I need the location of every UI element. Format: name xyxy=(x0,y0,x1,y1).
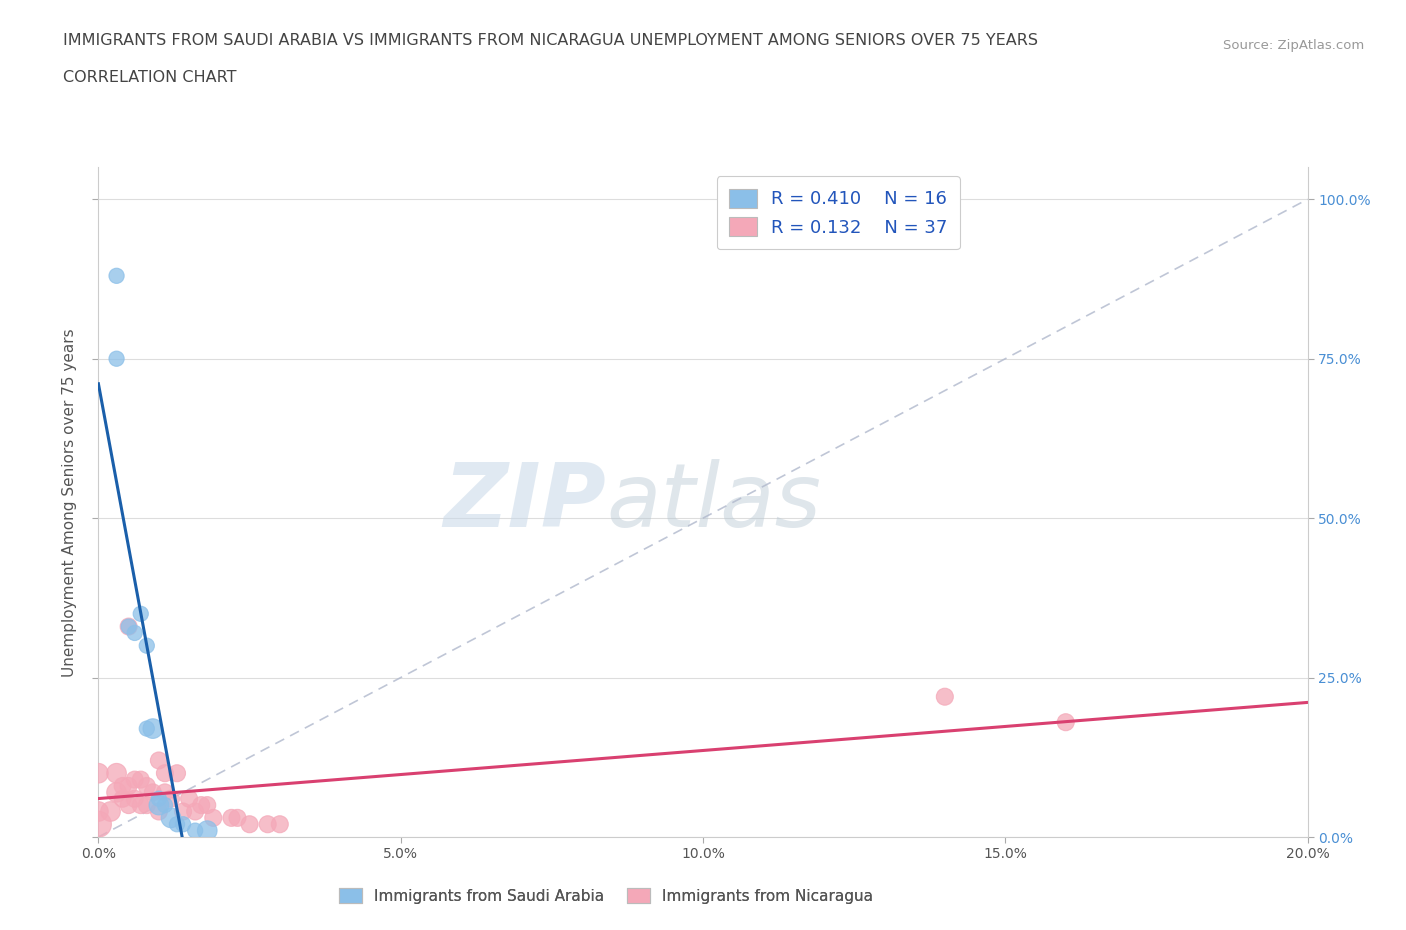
Point xyxy=(1054,715,1077,730)
Point xyxy=(105,352,128,366)
Point xyxy=(256,817,278,831)
Point xyxy=(148,791,170,806)
Point xyxy=(239,817,262,831)
Point xyxy=(105,785,128,800)
Point xyxy=(179,791,201,806)
Point xyxy=(148,804,170,819)
Point xyxy=(105,765,128,780)
Point xyxy=(118,619,141,634)
Point xyxy=(153,785,176,800)
Text: ZIP: ZIP xyxy=(443,458,606,546)
Point xyxy=(142,785,165,800)
Point xyxy=(166,817,188,831)
Point xyxy=(269,817,291,831)
Text: CORRELATION CHART: CORRELATION CHART xyxy=(63,70,236,85)
Point xyxy=(111,791,134,806)
Point xyxy=(221,810,243,825)
Point xyxy=(190,798,212,813)
Point xyxy=(166,765,188,780)
Point xyxy=(118,778,141,793)
Point xyxy=(160,810,183,825)
Point xyxy=(129,798,152,813)
Point xyxy=(195,798,218,813)
Point xyxy=(142,721,165,736)
Point xyxy=(111,778,134,793)
Point xyxy=(135,798,157,813)
Point xyxy=(118,798,141,813)
Text: IMMIGRANTS FROM SAUDI ARABIA VS IMMIGRANTS FROM NICARAGUA UNEMPLOYMENT AMONG SEN: IMMIGRANTS FROM SAUDI ARABIA VS IMMIGRAN… xyxy=(63,33,1038,47)
Point xyxy=(129,606,152,621)
Point xyxy=(172,804,194,819)
Point xyxy=(87,817,110,831)
Legend: Immigrants from Saudi Arabia, Immigrants from Nicaragua: Immigrants from Saudi Arabia, Immigrants… xyxy=(333,882,880,910)
Text: atlas: atlas xyxy=(606,459,821,545)
Point xyxy=(184,804,207,819)
Point xyxy=(226,810,249,825)
Point xyxy=(148,798,170,813)
Point xyxy=(87,804,110,819)
Text: Source: ZipAtlas.com: Source: ZipAtlas.com xyxy=(1223,39,1364,52)
Point xyxy=(118,619,141,634)
Point xyxy=(202,810,225,825)
Point xyxy=(135,638,157,653)
Point xyxy=(135,721,157,736)
Point xyxy=(153,765,176,780)
Point xyxy=(124,791,146,806)
Point xyxy=(124,772,146,787)
Point xyxy=(148,753,170,768)
Point xyxy=(934,689,956,704)
Point xyxy=(100,804,122,819)
Point xyxy=(153,798,176,813)
Point xyxy=(105,269,128,284)
Point xyxy=(129,772,152,787)
Point xyxy=(124,626,146,641)
Point xyxy=(195,823,218,838)
Point xyxy=(160,791,183,806)
Point xyxy=(135,778,157,793)
Y-axis label: Unemployment Among Seniors over 75 years: Unemployment Among Seniors over 75 years xyxy=(62,328,77,676)
Point xyxy=(87,765,110,780)
Point xyxy=(184,823,207,838)
Point xyxy=(172,817,194,831)
